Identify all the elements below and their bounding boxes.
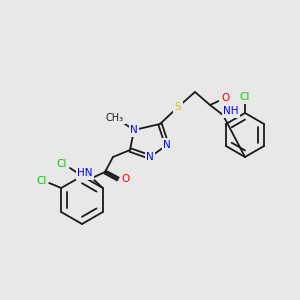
Text: HN: HN (77, 168, 93, 178)
Text: Cl: Cl (240, 92, 250, 102)
Text: O: O (122, 174, 130, 184)
Text: N: N (146, 152, 154, 162)
Text: N: N (130, 125, 138, 135)
Text: N: N (163, 140, 171, 150)
Text: O: O (221, 93, 229, 103)
Text: NH: NH (223, 106, 239, 116)
Text: Cl: Cl (57, 159, 67, 169)
Text: Cl: Cl (36, 176, 46, 186)
Text: S: S (175, 102, 181, 112)
Text: CH₃: CH₃ (106, 113, 124, 123)
